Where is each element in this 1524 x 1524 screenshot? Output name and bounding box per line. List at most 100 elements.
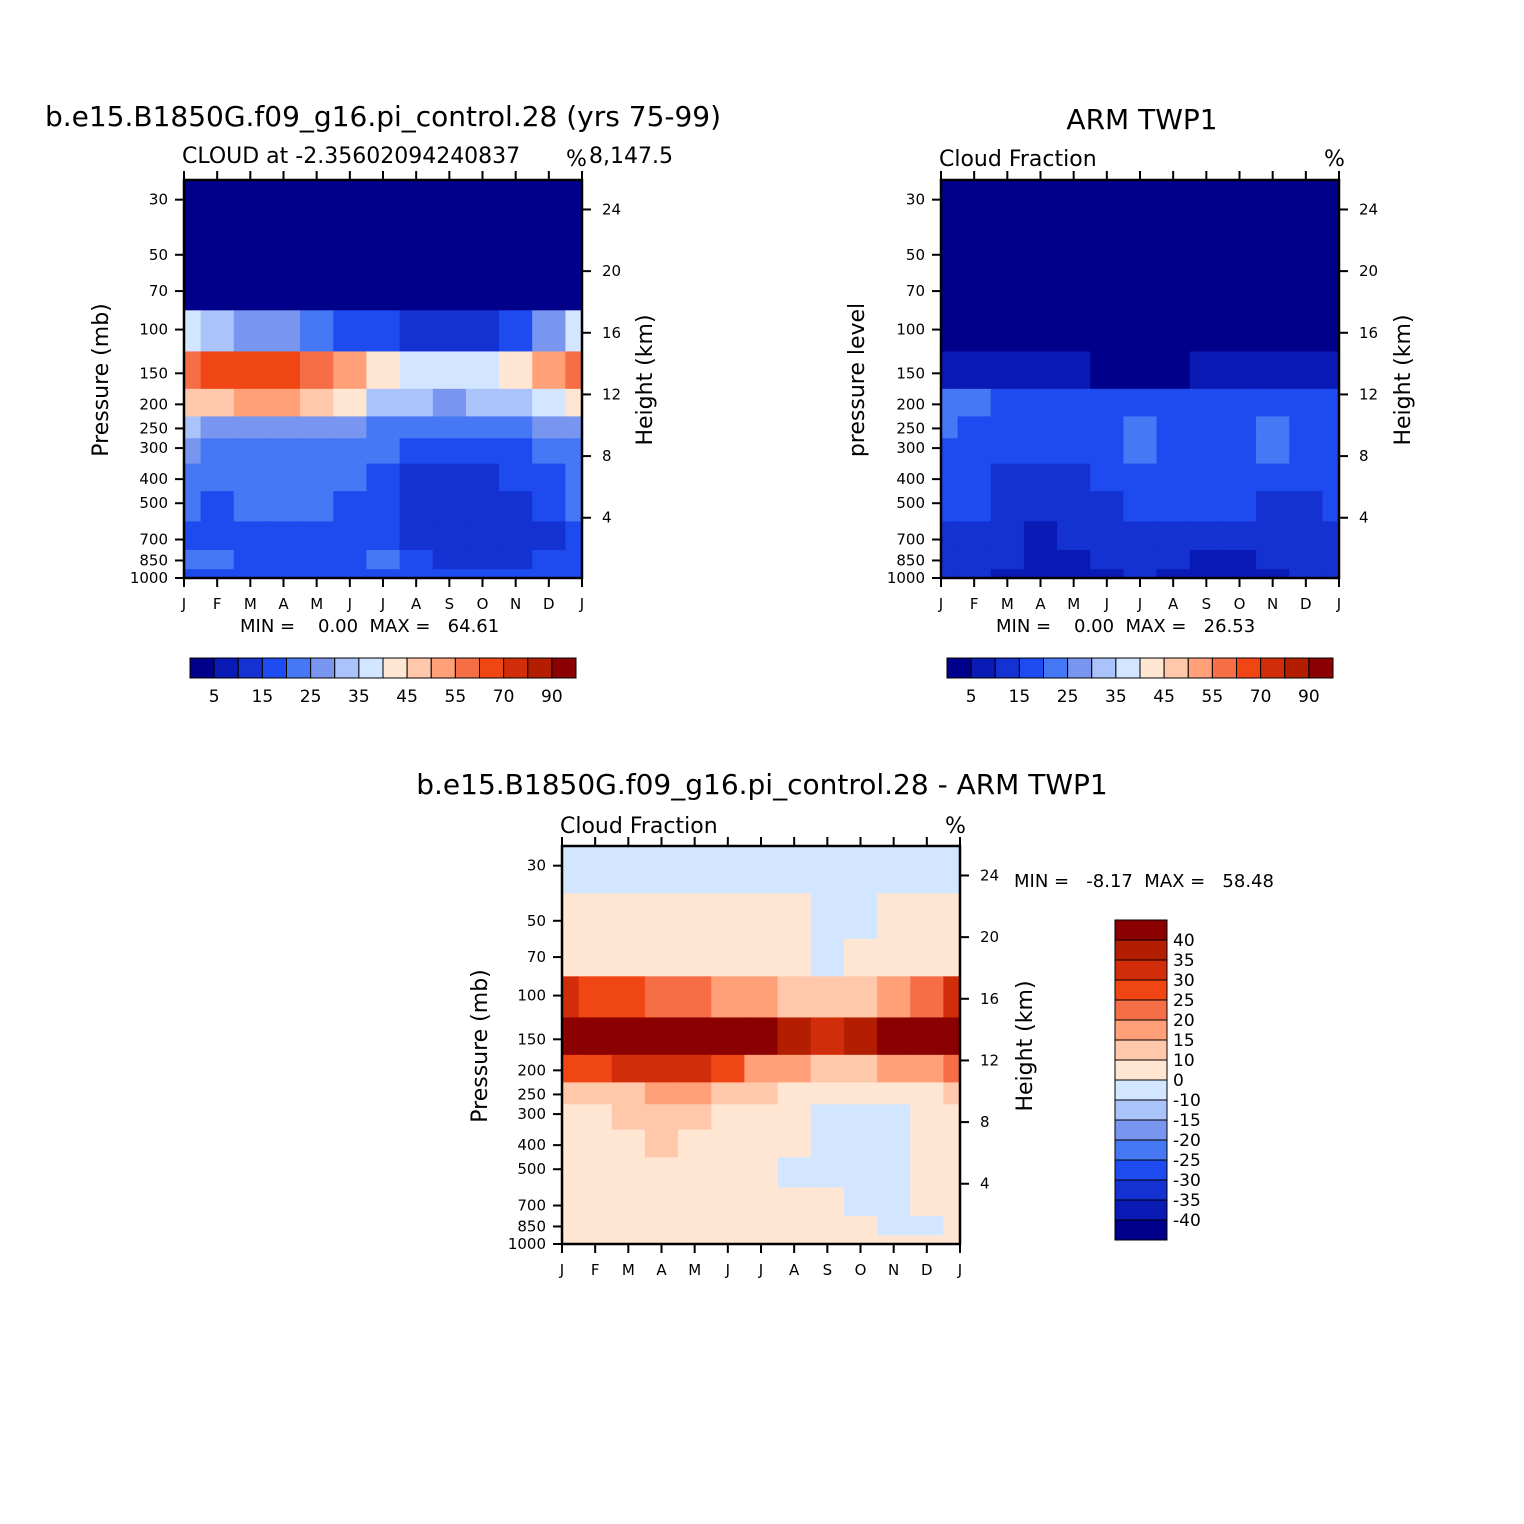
panel-obs-cell bbox=[941, 521, 959, 551]
panel-obs-xtick-label: F bbox=[970, 595, 979, 613]
panel-diff-cell bbox=[578, 893, 613, 940]
panel-diff-cell bbox=[744, 938, 779, 977]
panel-diff-cell bbox=[843, 1129, 878, 1158]
panel-diff-cell bbox=[810, 938, 845, 977]
panel-model-cell bbox=[432, 310, 467, 353]
panel-diff-ytick-right-label: 20 bbox=[980, 928, 999, 946]
panel-model-cell bbox=[366, 388, 401, 417]
panel-diff-cell bbox=[744, 1104, 779, 1131]
panel-model-cell bbox=[532, 549, 567, 570]
panel-diff-cell bbox=[578, 1215, 613, 1236]
panel-obs-cell bbox=[1222, 351, 1257, 390]
panel-diff-colorbar-label: -15 bbox=[1173, 1111, 1201, 1131]
panel-model-cell bbox=[399, 549, 434, 570]
panel-obs-cell bbox=[1090, 310, 1125, 353]
panel-diff-cell bbox=[644, 1157, 679, 1188]
panel-obs-cell bbox=[957, 180, 992, 228]
panel-model-xtick-label: A bbox=[411, 595, 422, 613]
panel-model-cell bbox=[200, 438, 235, 465]
panel-model-cell bbox=[532, 180, 567, 228]
panel-diff-cell bbox=[611, 1157, 646, 1188]
panel-difference: b.e15.B1850G.f09_g16.pi_control.28 - ARM… bbox=[416, 768, 1274, 1279]
panel-obs-colorbar-swatch bbox=[1211, 657, 1237, 679]
panel-diff-cell bbox=[611, 1129, 646, 1158]
panel-obs-cell bbox=[1189, 549, 1224, 570]
panel-diff-cell bbox=[877, 1187, 911, 1217]
panel-obs-colorbar-swatch bbox=[1308, 657, 1334, 679]
panel-model-cell bbox=[465, 310, 500, 353]
panel-model-cell bbox=[399, 416, 434, 439]
panel-obs-cell bbox=[1322, 351, 1340, 390]
panel-model-cell bbox=[399, 351, 434, 390]
panel-diff-cell bbox=[611, 1017, 646, 1056]
panel-model-cell bbox=[366, 463, 401, 492]
panel-diff-cell bbox=[678, 1104, 712, 1131]
panel-diff-cell bbox=[611, 1082, 646, 1105]
panel-model-cell bbox=[565, 310, 583, 353]
panel-obs-cell bbox=[1289, 549, 1324, 570]
panel-diff-colorbar-label: -35 bbox=[1173, 1191, 1201, 1211]
panel-diff-cell bbox=[644, 976, 679, 1019]
panel-diff-cell bbox=[777, 938, 812, 977]
panel-model-cell bbox=[333, 491, 368, 522]
panel-obs-xtick-label: J bbox=[1104, 595, 1109, 613]
panel-diff-cell bbox=[777, 1235, 812, 1245]
panel-diff-ylabel-right: Height (km) bbox=[1013, 980, 1038, 1111]
panel-diff-cell bbox=[843, 1017, 878, 1056]
panel-obs-ytick-right-label: 16 bbox=[1359, 324, 1378, 342]
panel-obs-ytick-label: 50 bbox=[906, 246, 925, 264]
panel-model-cell bbox=[184, 491, 202, 522]
panel-obs-colorbar-swatch bbox=[1067, 657, 1093, 679]
panel-obs-colorbar-label: 35 bbox=[1105, 687, 1127, 707]
panel-model-cell bbox=[266, 416, 301, 439]
panel-obs-xtick-label: A bbox=[1168, 595, 1179, 613]
panel-model-cell bbox=[432, 438, 467, 465]
panel-model-cell bbox=[233, 569, 268, 579]
panel-model-cell bbox=[565, 227, 583, 274]
panel-diff-colorbar-swatch bbox=[1114, 959, 1168, 981]
panel-obs-cell bbox=[1322, 549, 1340, 570]
panel-obs-cell bbox=[1222, 569, 1257, 579]
panel-obs-cell bbox=[990, 310, 1025, 353]
panel-obs-cell bbox=[1023, 491, 1058, 522]
panel-model-xtick-label: M bbox=[244, 595, 257, 613]
panel-obs-cell bbox=[990, 416, 1025, 439]
panel-obs-cell bbox=[990, 521, 1025, 551]
panel-obs-cell bbox=[1322, 463, 1340, 492]
panel-diff-cell bbox=[678, 1129, 712, 1158]
panel-model-xtick-label: S bbox=[445, 595, 455, 613]
panel-diff-cell bbox=[562, 1054, 580, 1083]
panel-obs-cell bbox=[1222, 272, 1257, 311]
panel-model-ytick-label: 200 bbox=[139, 395, 168, 413]
panel-diff-cell bbox=[843, 1054, 878, 1083]
panel-obs-cell bbox=[1057, 491, 1091, 522]
panel-obs-cell bbox=[1057, 569, 1091, 579]
panel-diff-cell bbox=[744, 1017, 779, 1056]
panel-diff-cell bbox=[644, 938, 679, 977]
panel-diff-cell bbox=[744, 1187, 779, 1217]
panel-obs-cell bbox=[1189, 463, 1224, 492]
panel-diff-cell bbox=[744, 893, 779, 940]
panel-model-cell bbox=[184, 310, 202, 353]
panel-diff-cell bbox=[877, 1157, 911, 1188]
panel-model-colorbar-label: 35 bbox=[348, 687, 370, 707]
panel-obs-cell bbox=[1057, 351, 1091, 390]
panel-diff-colorbar-label: -10 bbox=[1173, 1091, 1201, 1111]
panel-diff-cell bbox=[943, 938, 961, 977]
panel-diff-cell bbox=[562, 1187, 580, 1217]
panel-diff-ytick-label: 30 bbox=[527, 857, 546, 875]
panel-diff-cell bbox=[777, 893, 812, 940]
panel-diff-ytick-label: 400 bbox=[517, 1136, 546, 1154]
panel-obs-ytick-right-label: 8 bbox=[1359, 447, 1369, 465]
panel-model-cell bbox=[300, 521, 334, 551]
panel-model-cell bbox=[184, 549, 202, 570]
panel-obs-cell bbox=[1057, 388, 1091, 417]
panel-obs-cell bbox=[957, 521, 992, 551]
panel-model-cell bbox=[565, 491, 583, 522]
panel-obs-cell bbox=[1189, 180, 1224, 228]
panel-model-cell bbox=[432, 569, 467, 579]
panel-obs-cell bbox=[1256, 310, 1290, 353]
panel-model-ytick-right-label: 4 bbox=[602, 509, 612, 527]
panel-diff-colorbar-label: 20 bbox=[1173, 1011, 1195, 1031]
panel-diff-cell bbox=[562, 976, 580, 1019]
